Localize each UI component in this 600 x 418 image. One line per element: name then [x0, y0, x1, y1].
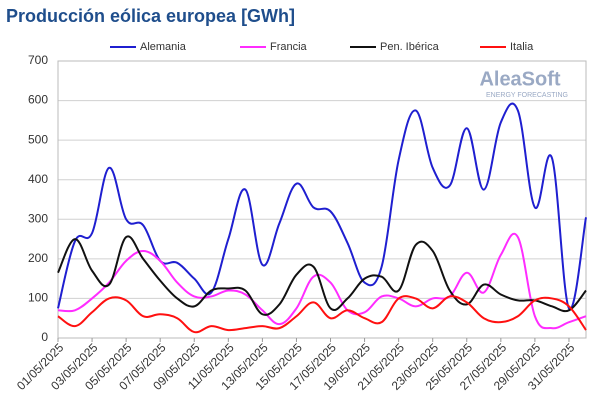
- y-tick-label: 100: [28, 291, 48, 305]
- y-tick-label: 500: [28, 132, 48, 146]
- legend-label: Italia: [510, 41, 534, 53]
- y-tick-label: 700: [28, 53, 48, 67]
- legend-label: Alemania: [140, 41, 187, 53]
- legend-label: Francia: [270, 41, 308, 53]
- y-tick-label: 200: [28, 251, 48, 265]
- line: [57, 295, 587, 334]
- legend-label: Pen. Ibérica: [380, 41, 440, 53]
- y-tick-label: 0: [41, 330, 48, 344]
- chart-title: Producción eólica europea [GWh]: [6, 6, 295, 26]
- watermark: AleaSoft: [479, 68, 560, 90]
- line: [57, 232, 587, 330]
- line: [57, 235, 587, 316]
- plot-border: [57, 60, 587, 339]
- y-tick-label: 600: [28, 93, 48, 107]
- y-tick-label: 300: [28, 211, 48, 225]
- watermark-sub: ENERGY FORECASTING: [486, 92, 568, 99]
- y-tick-label: 400: [28, 172, 48, 186]
- line: [57, 102, 587, 310]
